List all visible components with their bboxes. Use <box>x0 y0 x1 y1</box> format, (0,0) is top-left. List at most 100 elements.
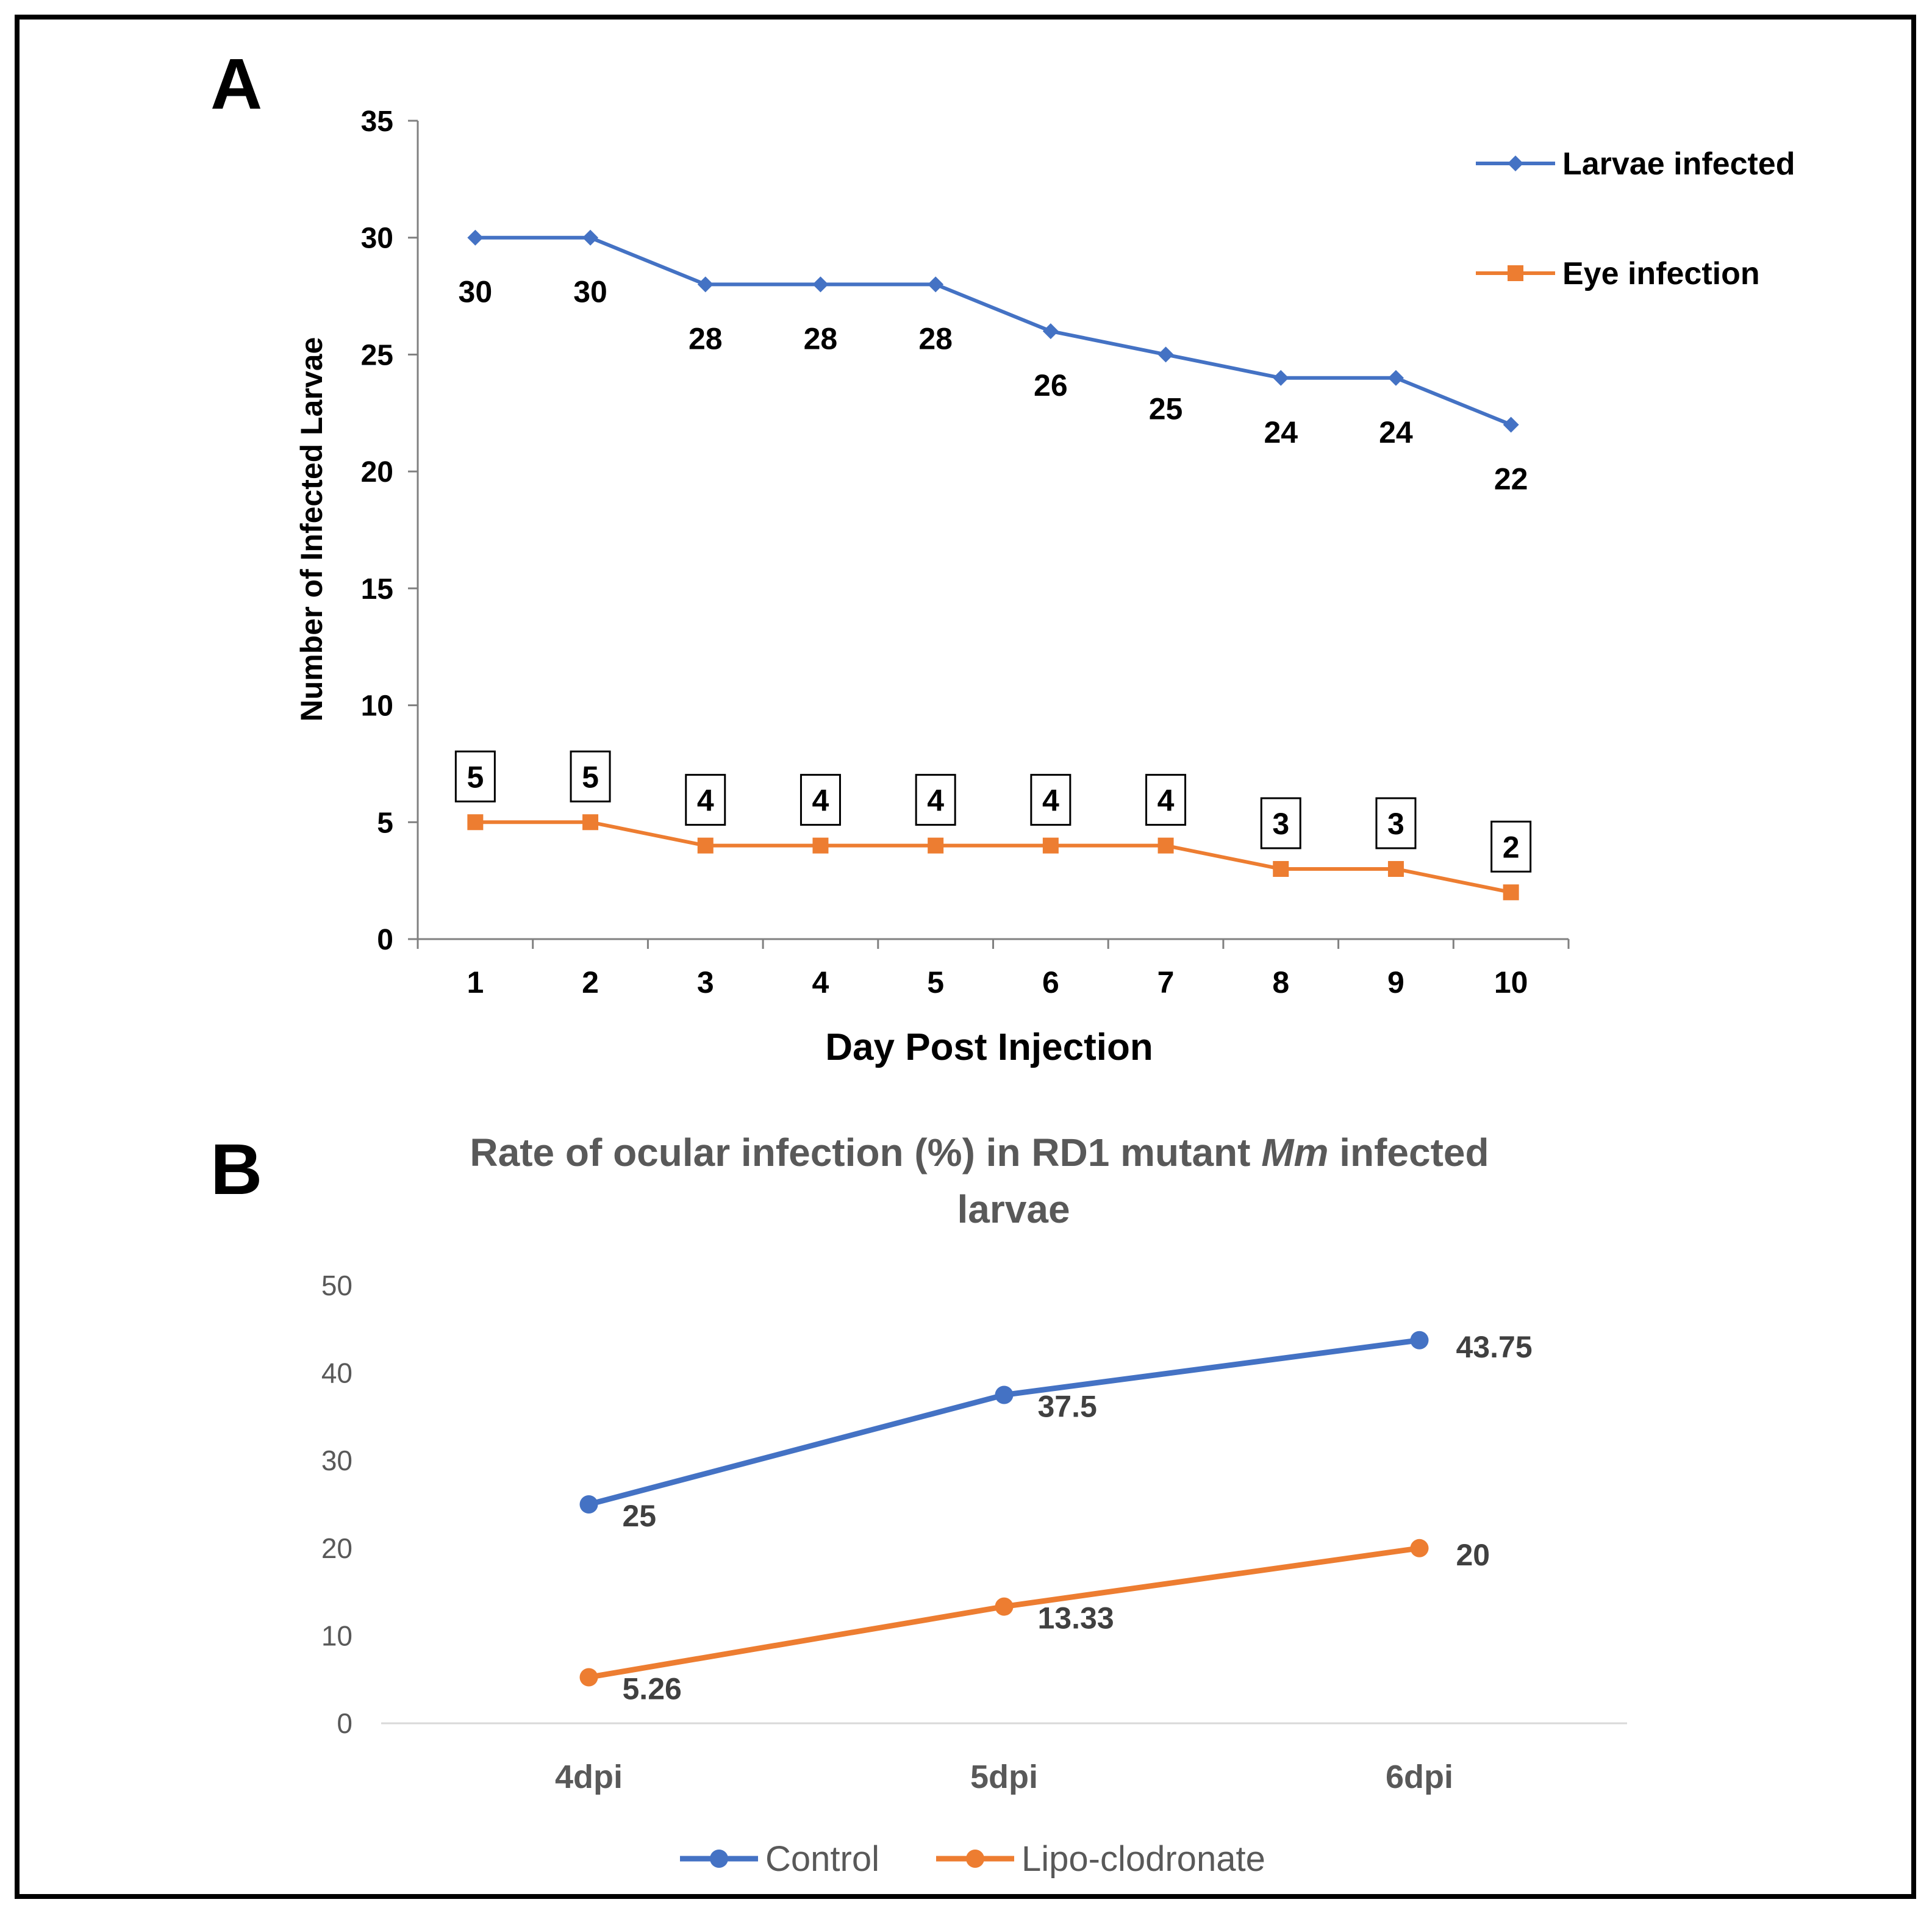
control-data-label: 43.75 <box>1456 1330 1533 1364</box>
x-tick-label-2: 2 <box>582 965 599 999</box>
larvae-infected-data-label: 30 <box>459 275 493 309</box>
x-tick-label-4: 4 <box>812 965 829 999</box>
panel-b-label: B <box>210 1129 262 1210</box>
larvae-infected-point <box>1387 370 1404 386</box>
eye-infection-data-label-box <box>1260 797 1301 849</box>
eye-infection-line <box>475 820 1512 895</box>
legend-control-label: Control <box>765 1839 879 1879</box>
chart-a-xticks: 1 2 3 4 5 6 7 8 9 10 <box>417 939 1570 999</box>
y-tick-label-15: 15 <box>361 573 393 606</box>
y-tick-label-10: 10 <box>361 690 393 723</box>
eye-infection-data-label: 2 <box>1503 830 1520 864</box>
eye-infection-point <box>582 814 599 831</box>
lipo-clodronate-point <box>579 1668 598 1687</box>
x-tick-label-6: 6 <box>1042 965 1059 999</box>
y-tick-label-25: 25 <box>361 339 393 371</box>
y-tick-label-10: 10 <box>321 1620 352 1651</box>
chart-b-title-line2: larvae <box>957 1187 1070 1231</box>
eye-infection-data-label-box <box>1490 820 1532 873</box>
eye-infection-point <box>1503 884 1519 901</box>
larvae-infected-point <box>1273 370 1289 386</box>
larvae-infected-point <box>1503 416 1519 433</box>
y-tick-label-50: 50 <box>321 1270 352 1301</box>
y-tick-label-20: 20 <box>321 1532 352 1564</box>
lipo-clodronate-data-label: 20 <box>1456 1538 1490 1572</box>
x-tick-label-8: 8 <box>1272 965 1289 999</box>
chart-a-yticks: 0 5 10 15 20 25 30 35 <box>361 105 418 956</box>
chart-b-xticks: 4dpi 5dpi 6dpi <box>555 1759 1453 1795</box>
chart-b-series: 25 37.5 43.75 5.26 13.33 20 <box>579 1330 1533 1706</box>
eye-infection-point <box>1042 837 1059 854</box>
x-tick-label-10: 10 <box>1494 965 1528 999</box>
control-point <box>995 1385 1014 1404</box>
series-eye-infection: 5 5 4 4 4 4 4 3 3 2 <box>454 750 1532 901</box>
larvae-infected-point <box>1157 346 1174 363</box>
eye-infection-data-label-box <box>1030 774 1072 826</box>
chart-a-ylabel: Number of Infected Larvae <box>295 337 329 722</box>
eye-infection-data-label: 3 <box>1272 807 1289 841</box>
eye-infection-point <box>1273 860 1289 877</box>
eye-infection-data-label: 3 <box>1387 807 1404 841</box>
eye-infection-data-label-box <box>685 774 726 826</box>
larvae-infected-data-label: 24 <box>1379 415 1413 449</box>
lipo-clodronate-point <box>1410 1539 1429 1557</box>
control-data-label: 37.5 <box>1038 1390 1097 1424</box>
eye-infection-data-label: 5 <box>467 760 484 794</box>
x-tick-label-5: 5 <box>927 965 944 999</box>
eye-infection-point <box>928 837 944 854</box>
chart-b-title-part3: infected <box>1328 1131 1489 1174</box>
eye-infection-point <box>1157 837 1174 854</box>
x-tick-label-6dpi: 6dpi <box>1386 1759 1453 1795</box>
legend-lipo-clodronate-marker <box>966 1850 984 1868</box>
chart-b-legend: Control Lipo-clodronate <box>680 1839 1265 1879</box>
x-tick-label-3: 3 <box>697 965 714 999</box>
panel-a-label: A <box>210 44 262 124</box>
eye-infection-data-label-box <box>1375 797 1417 849</box>
eye-infection-point <box>697 837 714 854</box>
chart-b-yticks: 0 10 20 30 40 50 <box>321 1270 352 1739</box>
chart-b-title-italic: Mm <box>1261 1131 1328 1174</box>
eye-infection-data-label-box <box>800 774 841 826</box>
larvae-infected-data-label: 25 <box>1149 391 1183 426</box>
lipo-clodronate-point <box>995 1597 1014 1616</box>
larvae-infected-data-label: 28 <box>804 321 838 356</box>
legend-lipo-clodronate-label: Lipo-clodronate <box>1021 1839 1265 1879</box>
eye-infection-data-label-box <box>915 774 956 826</box>
eye-infection-data-label: 4 <box>812 784 829 818</box>
chart-a-legend: Larvae infected Eye infection <box>1476 146 1795 291</box>
eye-infection-data-label-box <box>1145 774 1187 826</box>
legend-larvae-infected-label: Larvae infected <box>1562 146 1795 182</box>
y-tick-label-20: 20 <box>361 456 393 488</box>
chart-b-title-part1: Rate of ocular infection (%) in RD1 muta… <box>470 1131 1261 1174</box>
larvae-infected-data-label: 30 <box>573 275 607 309</box>
eye-infection-data-label-box <box>570 750 611 803</box>
eye-infection-point <box>467 814 484 831</box>
eye-infection-data-label: 4 <box>697 784 714 818</box>
control-data-label: 25 <box>623 1499 657 1533</box>
larvae-infected-point <box>697 276 714 293</box>
x-tick-label-4dpi: 4dpi <box>555 1759 623 1795</box>
figure-frame <box>15 15 1916 1899</box>
larvae-infected-data-label: 28 <box>689 321 723 356</box>
larvae-infected-data-label: 24 <box>1264 415 1298 449</box>
eye-infection-data-label-box <box>454 750 496 803</box>
eye-infection-data-label: 4 <box>1157 784 1175 818</box>
y-tick-label-0: 0 <box>377 924 393 956</box>
eye-infection-data-label: 5 <box>582 760 599 794</box>
series-lipo-clodronate: 5.26 13.33 20 <box>579 1538 1490 1706</box>
chart-a-xlabel: Day Post Injection <box>825 1026 1153 1068</box>
eye-infection-data-label: 4 <box>1042 784 1059 818</box>
series-larvae-infected: 30 30 28 28 28 26 25 24 24 22 <box>459 229 1528 496</box>
legend-eye-infection-marker <box>1508 265 1523 281</box>
larvae-infected-point <box>582 229 599 246</box>
legend-larvae-infected-marker <box>1508 155 1523 171</box>
legend-eye-infection-label: Eye infection <box>1562 256 1760 291</box>
legend-control-marker <box>710 1850 728 1868</box>
x-tick-label-1: 1 <box>467 965 484 999</box>
chart-a-series: 30 30 28 28 28 26 25 24 24 22 5 5 4 4 4 4 4 3 3 2 <box>454 229 1532 901</box>
larvae-infected-data-label: 22 <box>1494 462 1528 496</box>
larvae-infected-point <box>928 276 944 293</box>
y-tick-label-30: 30 <box>321 1445 352 1476</box>
